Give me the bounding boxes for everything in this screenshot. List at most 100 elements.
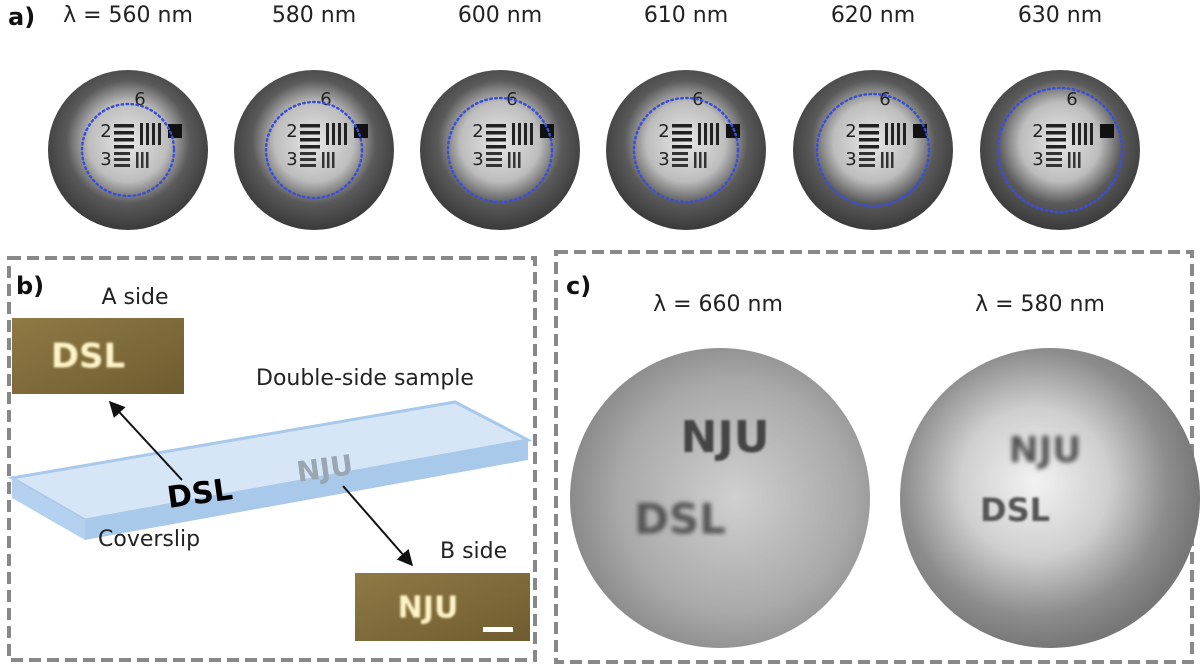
target-bar	[859, 158, 875, 161]
target-bar	[886, 152, 889, 168]
target-bar	[1078, 152, 1081, 168]
target-bar	[344, 123, 347, 145]
target-bar	[859, 131, 879, 135]
target-digit: 3	[286, 149, 297, 170]
target-square	[913, 124, 927, 138]
target-bar	[859, 138, 879, 142]
target-bar	[114, 158, 130, 161]
image-text: NJU	[681, 412, 770, 463]
target-bar	[114, 145, 134, 149]
target-bar	[322, 152, 325, 168]
target-digit: 2	[845, 121, 856, 142]
target-bar	[152, 123, 155, 145]
target-bar	[672, 152, 688, 155]
target-bar	[1046, 158, 1062, 161]
target-digit: 2	[1032, 121, 1043, 142]
panel-label: b)	[16, 272, 44, 300]
target-square	[1100, 124, 1114, 138]
target-bar	[891, 152, 894, 168]
target-digit: 6	[320, 89, 331, 110]
target-bar	[530, 123, 533, 145]
target-bar	[136, 152, 139, 168]
target-bar	[338, 123, 341, 145]
target-digit: 6	[134, 89, 145, 110]
caption: λ = 660 nm	[653, 292, 783, 317]
caption: B side	[440, 539, 507, 564]
scale-bar	[483, 627, 513, 632]
target-bar	[146, 123, 149, 145]
target-bar	[1078, 123, 1081, 145]
image-text: DSL	[980, 491, 1050, 529]
target-digit: 3	[1032, 149, 1043, 170]
target-bar	[114, 152, 130, 155]
target-square	[168, 124, 182, 138]
target-bar	[114, 164, 130, 167]
target-bar	[114, 138, 134, 142]
target-bar	[518, 152, 521, 168]
target-bar	[1046, 164, 1062, 167]
target-bar	[859, 145, 879, 149]
target-bar	[704, 152, 707, 168]
photo-text: DSL	[51, 337, 125, 377]
region-outline	[264, 100, 364, 200]
region-outline	[996, 86, 1124, 214]
target-bar	[1084, 123, 1087, 145]
target-bar	[1068, 152, 1071, 168]
target-bar	[897, 123, 900, 145]
target-bar	[704, 123, 707, 145]
caption: Coverslip	[98, 527, 200, 552]
region-outline	[446, 96, 554, 204]
target-bar	[1090, 123, 1093, 145]
target-bar	[332, 123, 335, 145]
target-bar	[140, 123, 143, 145]
target-bar	[300, 124, 320, 128]
sample-photo	[12, 318, 184, 394]
target-bar	[512, 123, 515, 145]
photo-text: NJU	[398, 591, 459, 626]
wavelength-label: λ = 560 nm	[63, 3, 193, 28]
region-outline	[80, 102, 176, 198]
target-bar	[146, 152, 149, 168]
wavelength-label: 600 nm	[458, 3, 542, 28]
panel-label: c)	[566, 272, 591, 300]
target-bar	[672, 158, 688, 161]
target-digit: 2	[472, 121, 483, 142]
target-bar	[859, 152, 875, 155]
target-bar	[716, 123, 719, 145]
image	[900, 348, 1200, 648]
image	[234, 70, 394, 230]
target-digit: 6	[879, 89, 890, 110]
target-bar	[1072, 123, 1075, 145]
target-bar	[300, 131, 320, 135]
target-bar	[518, 123, 521, 145]
target-bar	[672, 131, 692, 135]
target-bar	[1046, 152, 1062, 155]
target-bar	[859, 124, 879, 128]
target-bar	[672, 124, 692, 128]
target-bar	[486, 145, 506, 149]
target-bar	[885, 123, 888, 145]
target-digit: 2	[286, 121, 297, 142]
panel-frame	[554, 250, 1194, 664]
target-bar	[672, 138, 692, 142]
target-bar	[141, 152, 144, 168]
target-bar	[903, 123, 906, 145]
target-bar	[698, 123, 701, 145]
wavelength-label: 580 nm	[272, 3, 356, 28]
image	[980, 70, 1140, 230]
target-bar	[327, 152, 330, 168]
target-bar	[1046, 131, 1066, 135]
target-bar	[694, 152, 697, 168]
target-bar	[513, 152, 516, 168]
target-bar	[524, 123, 527, 145]
target-bar	[486, 164, 502, 167]
arrow	[342, 485, 414, 567]
target-bar	[332, 152, 335, 168]
region-outline	[632, 96, 740, 204]
caption: Double-side sample	[256, 366, 474, 391]
image-text: DSL	[634, 495, 726, 544]
region-outline	[815, 92, 931, 208]
target-bar	[486, 152, 502, 155]
coverslip-side	[85, 440, 528, 540]
panel-frame	[7, 256, 537, 662]
